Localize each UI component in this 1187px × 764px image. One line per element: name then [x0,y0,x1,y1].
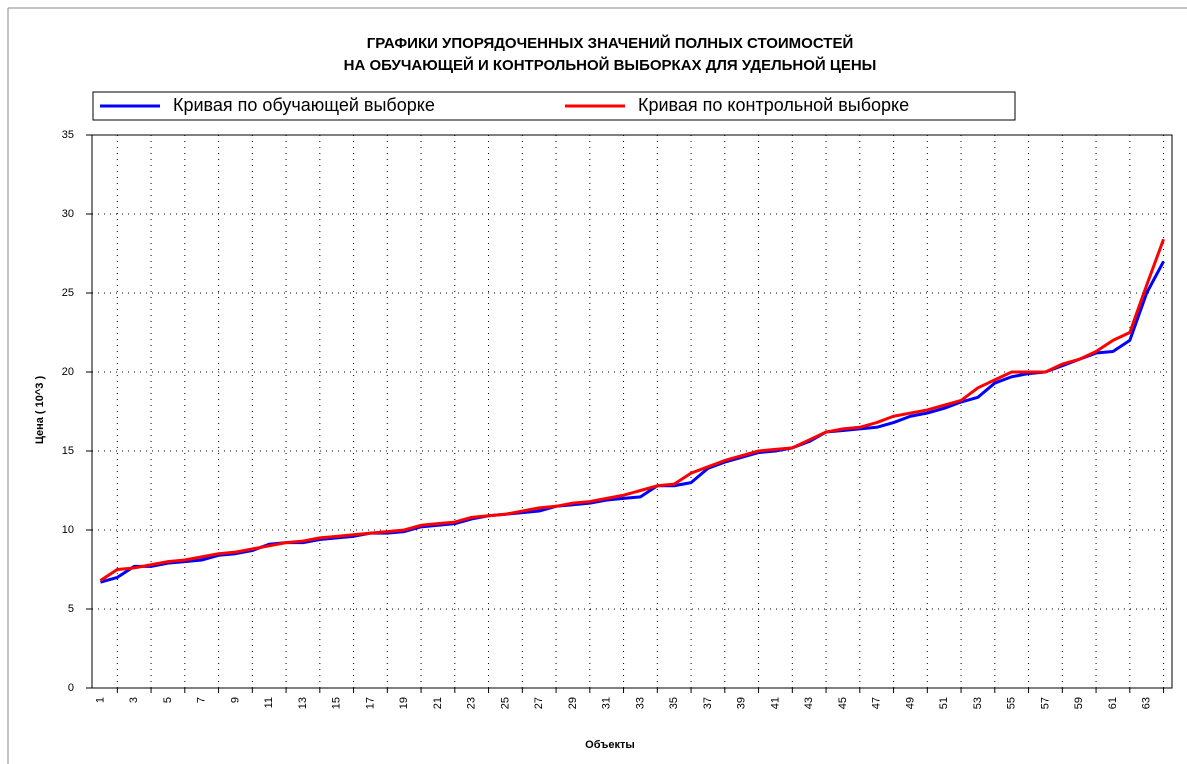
x-tick-label: 3 [128,697,140,703]
x-tick-label: 23 [466,697,478,709]
x-tick-label: 7 [196,697,208,703]
plot-frame [91,134,1173,689]
x-tick-label: 9 [229,697,241,703]
x-tick-label: 5 [162,697,174,703]
x-tick-label: 53 [972,697,984,709]
legend-box [92,91,1016,121]
legend-label: Кривая по обучающей выборке [173,95,435,115]
x-tick-label: 43 [803,697,815,709]
y-axis-label: Цена ( 10^3 ) [34,376,46,445]
y-tick-label: 30 [62,208,74,220]
y-tick-label: 20 [62,366,74,378]
x-axis-label: Объекты [585,739,635,751]
x-tick-label: 51 [938,697,950,709]
x-tick-label: 31 [601,697,613,709]
x-tick-label: 39 [736,697,748,709]
x-tick-label: 41 [769,697,781,709]
x-tick-label: 55 [1006,697,1018,709]
x-tick-label: 1 [94,697,106,703]
x-tick-label: 45 [837,697,849,709]
y-tick-label: 35 [62,129,74,141]
x-tick-label: 11 [263,697,275,708]
x-tick-label: 61 [1107,697,1119,709]
x-tick-label: 47 [871,697,883,709]
chart-title: НА ОБУЧАЮЩЕЙ И КОНТРОЛЬНОЙ ВЫБОРКАХ ДЛЯ … [344,56,877,74]
x-tick-label: 19 [398,697,410,709]
y-tick-label: 10 [62,524,74,536]
x-tick-label: 29 [567,697,579,709]
legend-label: Кривая по контрольной выборке [638,95,909,115]
x-tick-label: 57 [1039,697,1051,709]
x-tick-label: 27 [533,697,545,709]
chart-title: ГРАФИКИ УПОРЯДОЧЕННЫХ ЗНАЧЕНИЙ ПОЛНЫХ СТ… [367,34,854,52]
x-tick-label: 37 [702,697,714,709]
y-tick-label: 25 [62,287,74,299]
data-line [99,238,1165,582]
y-tick-label: 0 [68,682,74,694]
x-tick-label: 21 [432,697,444,709]
x-tick-label: 63 [1141,697,1153,709]
x-tick-label: 59 [1073,697,1085,709]
x-tick-label: 25 [499,697,511,709]
x-tick-label: 17 [364,697,376,709]
y-tick-label: 5 [68,603,74,615]
y-tick-label: 15 [62,445,74,457]
x-tick-label: 15 [331,697,343,709]
x-tick-label: 35 [668,697,680,709]
x-tick-label: 13 [297,697,309,709]
x-tick-label: 49 [904,697,916,709]
x-tick-label: 33 [634,697,646,709]
